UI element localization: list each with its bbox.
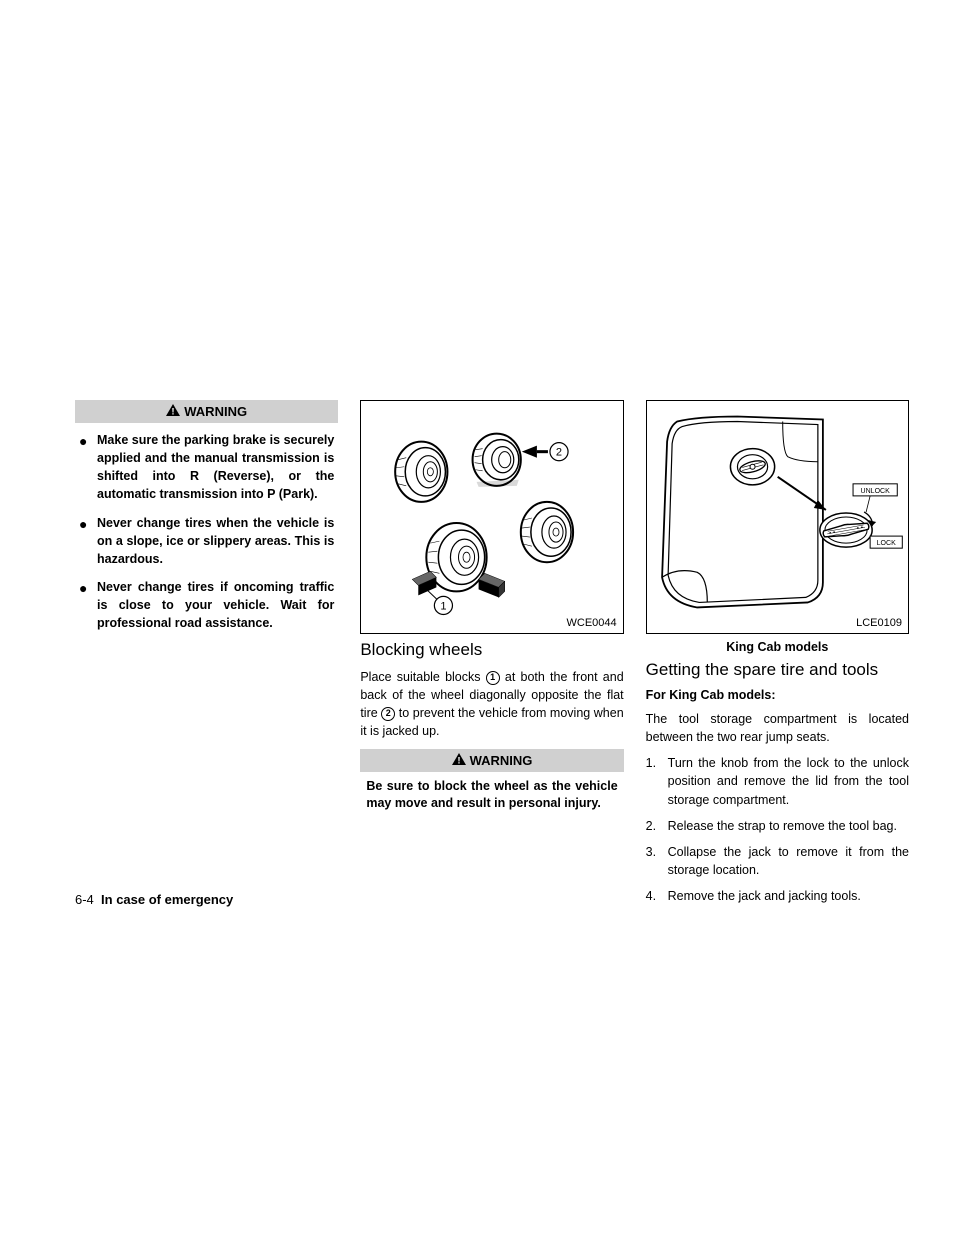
figure-code: LCE0109 xyxy=(856,617,902,629)
steps-list: Turn the knob from the lock to the unloc… xyxy=(646,754,909,905)
circled-number-2: 2 xyxy=(381,707,395,721)
warning-list: ●Make sure the parking brake is securely… xyxy=(75,423,338,632)
svg-text:1: 1 xyxy=(441,600,447,612)
body-text-tool-storage: The tool storage compartment is located … xyxy=(646,710,909,746)
warning-body-text: Be sure to block the wheel as the vehicl… xyxy=(360,772,623,819)
figure-king-cab: UNLOCK LOCK LCE0109 xyxy=(646,400,909,634)
column-left: ! WARNING ●Make sure the parking brake i… xyxy=(75,400,338,913)
warning-item: ●Never change tires if oncoming traffic … xyxy=(79,578,334,632)
warning-triangle-icon: ! xyxy=(166,404,180,419)
heading-blocking-wheels: Blocking wheels xyxy=(360,640,623,660)
warning-item: ●Never change tires when the vehicle is … xyxy=(79,514,334,568)
warning-header: ! WARNING xyxy=(360,749,623,772)
figure-code: WCE0044 xyxy=(567,617,617,629)
figure-caption: King Cab models xyxy=(646,640,909,654)
section-name: In case of emergency xyxy=(101,892,233,907)
warning-label: WARNING xyxy=(184,404,247,419)
arrow-icon xyxy=(522,446,537,458)
arrow-icon xyxy=(814,500,826,510)
svg-text:!: ! xyxy=(172,407,175,417)
page-number: 6-4 xyxy=(75,892,94,907)
warning-item: ●Make sure the parking brake is securely… xyxy=(79,431,334,504)
page-footer: 6-4 In case of emergency xyxy=(75,892,233,907)
unlock-label: UNLOCK xyxy=(860,488,890,495)
circled-number-1: 1 xyxy=(486,671,500,685)
subheading-king-cab: For King Cab models: xyxy=(646,688,909,702)
warning-label: WARNING xyxy=(470,753,533,768)
column-right: UNLOCK LOCK LCE0109 King Cab models Gett… xyxy=(646,400,909,913)
warning-box: ! WARNING Be sure to block the wheel as … xyxy=(360,749,623,819)
figure-blocking-wheels: 2 xyxy=(360,400,623,634)
warning-header: ! WARNING xyxy=(75,400,338,423)
step-item: Remove the jack and jacking tools. xyxy=(646,887,909,905)
heading-spare-tire: Getting the spare tire and tools xyxy=(646,660,909,680)
column-middle: 2 xyxy=(360,400,623,913)
svg-text:!: ! xyxy=(457,755,460,765)
step-item: Collapse the jack to remove it from the … xyxy=(646,843,909,879)
step-item: Release the strap to remove the tool bag… xyxy=(646,817,909,835)
body-text-blocking-wheels: Place suitable blocks 1 at both the fron… xyxy=(360,668,623,741)
lock-label: LOCK xyxy=(876,540,895,547)
warning-triangle-icon: ! xyxy=(452,753,466,768)
svg-text:2: 2 xyxy=(556,447,562,459)
step-item: Turn the knob from the lock to the unloc… xyxy=(646,754,909,808)
